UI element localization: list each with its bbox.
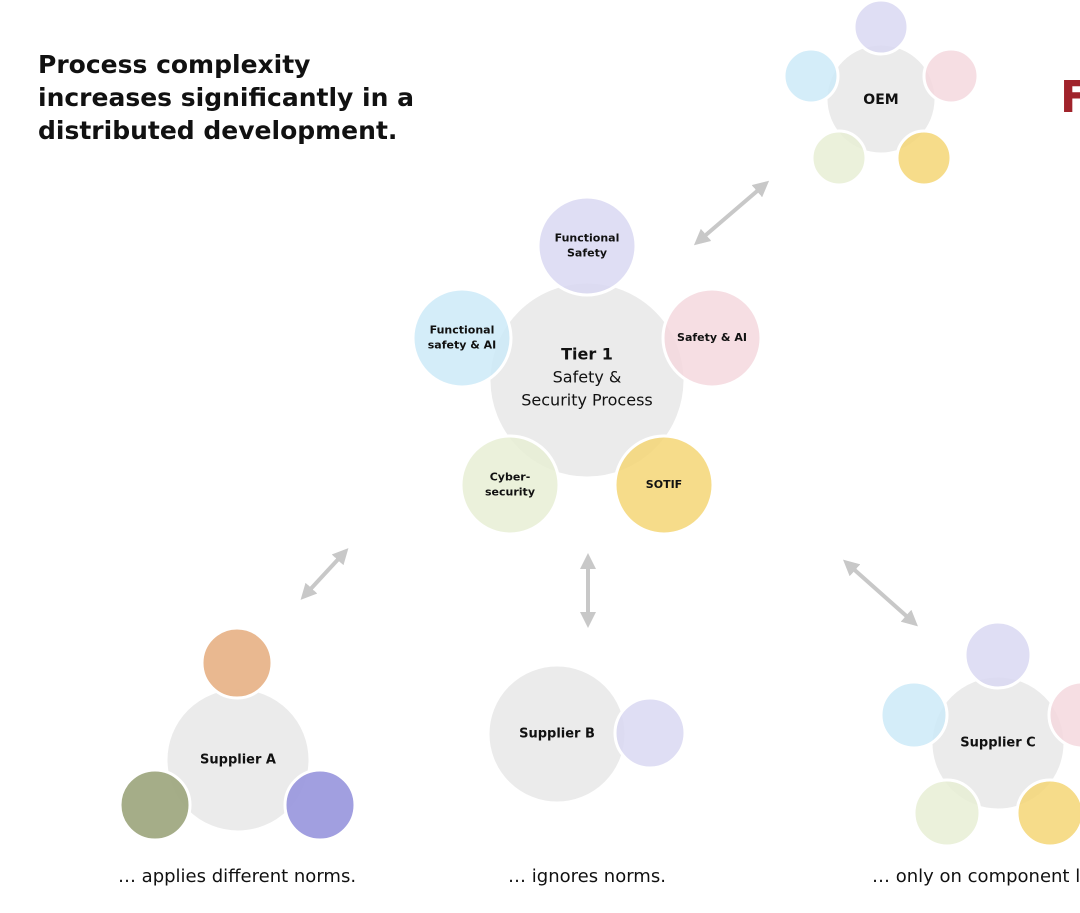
title-line: Process complexity	[38, 50, 310, 79]
satellite-circle	[1047, 680, 1080, 750]
satellite-circle	[852, 0, 910, 56]
satellite-circle	[810, 129, 868, 187]
node-label: Supplier B	[519, 727, 595, 742]
caption: … only on component l	[872, 866, 1080, 887]
node-label: Functional	[430, 324, 495, 337]
node-label: SOTIF	[646, 478, 682, 491]
satellite-circle	[782, 47, 840, 105]
arrows	[300, 180, 918, 628]
caption: … ignores norms.	[508, 866, 666, 887]
satellite-circle	[912, 778, 982, 848]
caption: … applies different norms.	[118, 866, 356, 887]
node-label: Supplier A	[200, 753, 276, 768]
title-line: distributed development.	[38, 116, 397, 145]
node-label: safety & AI	[428, 339, 497, 352]
satellite-circle	[895, 129, 953, 187]
node-label: Supplier C	[960, 736, 1035, 751]
satellite-circle	[459, 434, 561, 536]
node-label: security	[485, 486, 535, 499]
satellite-circle	[613, 434, 715, 536]
title-line: increases significantly in a	[38, 83, 414, 112]
satellite-circle	[283, 768, 357, 842]
node-label: Safety	[567, 247, 607, 260]
satellite-circle	[879, 680, 949, 750]
satellite-circle	[963, 620, 1033, 690]
satellite-circle	[200, 626, 274, 700]
satellite-circle	[661, 287, 763, 389]
logo: F	[1060, 72, 1080, 123]
satellite-circle	[411, 287, 513, 389]
satellite-circle	[536, 195, 638, 297]
node-label: Security Process	[521, 391, 652, 410]
node-label: Safety &	[553, 368, 622, 387]
node-label: Functional	[555, 232, 620, 245]
satellite-circle	[613, 696, 687, 770]
node-label: Safety & AI	[677, 331, 747, 344]
arrow	[693, 180, 770, 246]
node-label: OEM	[863, 92, 898, 108]
arrow	[300, 548, 349, 600]
satellite-circle	[118, 768, 192, 842]
satellite-circle	[922, 47, 980, 105]
satellite-circle	[1015, 778, 1080, 848]
node-label: Tier 1	[561, 345, 613, 364]
node-label: Cyber-	[490, 471, 531, 484]
arrow	[843, 559, 918, 627]
